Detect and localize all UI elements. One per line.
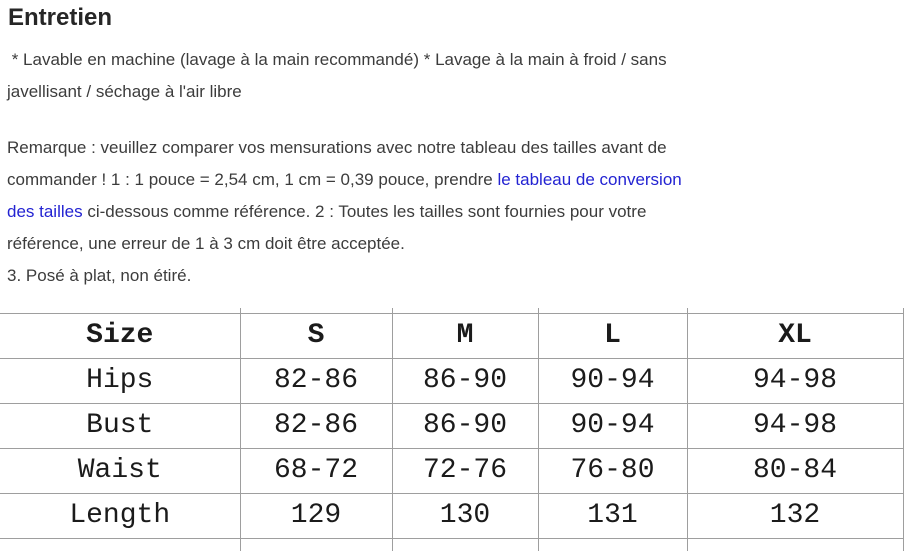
empty-cell [391,308,538,314]
sizing-note-line: Remarque : veuillez comparer vos mensura… [7,132,914,164]
empty-cell [537,308,687,314]
measurement-cell: 86-90 [391,358,538,404]
note-text: commander ! 1 : 1 pouce = 2,54 cm, 1 cm … [7,170,498,189]
empty-cell [0,538,240,551]
measurement-cell: 94-98 [686,358,904,404]
sizing-note-line: 3. Posé à plat, non étiré. [7,260,914,292]
note-text: Remarque : veuillez comparer vos mensura… [7,138,667,157]
sizing-note-line: commander ! 1 : 1 pouce = 2,54 cm, 1 cm … [7,164,914,196]
care-instructions-line: * Lavable en machine (lavage à la main r… [7,50,667,69]
empty-cell [391,538,538,551]
table-row: Length 129 130 131 132 [0,493,904,539]
row-label: Bust [0,403,240,449]
size-chart-table: Size S M L XL Hips 82-86 86-90 90-94 94-98 Bust 82-… [0,308,904,551]
care-instructions-line: javellisant / séchage à l'air libre [7,82,242,101]
column-header: S [239,313,392,359]
column-header: XL [686,313,904,359]
measurement-cell: 76-80 [537,448,687,494]
empty-cell [0,308,240,314]
note-text: référence, une erreur de 1 à 3 cm doit ê… [7,234,405,253]
table-row: Bust 82-86 86-90 90-94 94-98 [0,403,904,449]
row-label: Hips [0,358,240,404]
empty-cell [686,538,904,551]
column-header: Size [0,313,240,359]
measurement-cell: 132 [686,493,904,539]
sizing-note-line: référence, une erreur de 1 à 3 cm doit ê… [7,228,914,260]
product-description-page: Entretien * Lavable en machine (lavage à… [0,3,914,551]
measurement-cell: 90-94 [537,358,687,404]
measurement-cell: 82-86 [239,358,392,404]
size-chart: Size S M L XL Hips 82-86 86-90 90-94 94-98 Bust 82-… [0,308,904,551]
measurement-cell: 86-90 [391,403,538,449]
measurement-cell: 131 [537,493,687,539]
empty-cell [239,308,392,314]
size-conversion-link[interactable]: des tailles [7,202,83,221]
page-title: Entretien [8,4,113,31]
measurement-cell: 129 [239,493,392,539]
sizing-note-line: des tailles ci-dessous comme référence. … [7,196,914,228]
size-conversion-link[interactable]: le tableau de conversion [497,170,682,189]
measurement-cell: 94-98 [686,403,904,449]
measurement-cell: 82-86 [239,403,392,449]
row-label: Length [0,493,240,539]
column-header: L [537,313,687,359]
measurement-cell: 80-84 [686,448,904,494]
empty-cell [686,308,904,314]
row-label: Waist [0,448,240,494]
table-row-cutoff-top [0,308,904,314]
note-text: 3. Posé à plat, non étiré. [7,266,192,285]
note-text: ci-dessous comme référence. 2 : Toutes l… [82,202,647,221]
column-header: M [391,313,538,359]
measurement-cell: 68-72 [239,448,392,494]
care-instructions: * Lavable en machine (lavage à la main r… [7,44,914,108]
table-row: Waist 68-72 72-76 76-80 80-84 [0,448,904,494]
table-header-row: Size S M L XL [0,313,904,359]
table-row: Hips 82-86 86-90 90-94 94-98 [0,358,904,404]
measurement-cell: 90-94 [537,403,687,449]
measurement-cell: 130 [391,493,538,539]
empty-cell [537,538,687,551]
measurement-cell: 72-76 [391,448,538,494]
sizing-note: Remarque : veuillez comparer vos mensura… [7,132,914,292]
table-row-cutoff-bottom [0,538,904,551]
empty-cell [239,538,392,551]
